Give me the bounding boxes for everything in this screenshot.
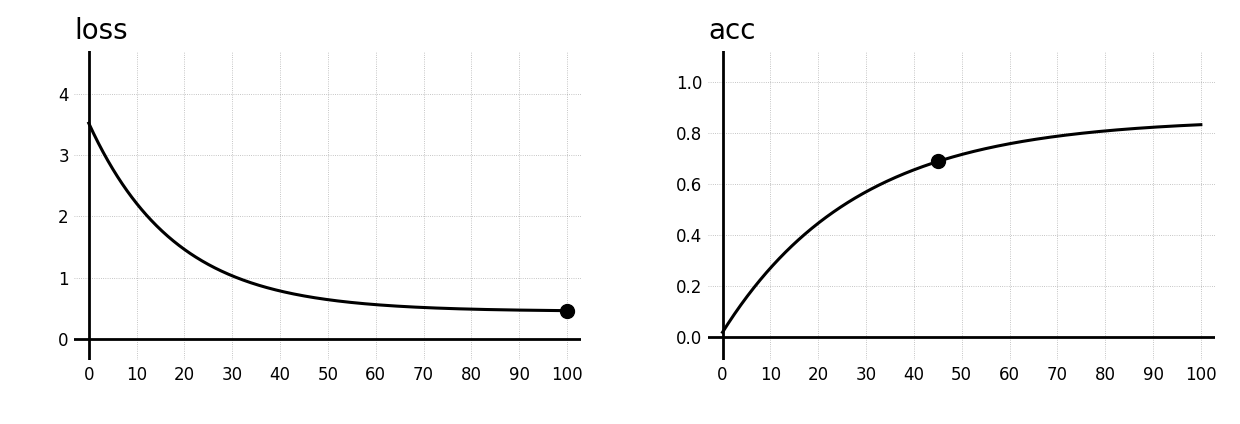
Text: acc: acc — [708, 17, 755, 45]
Text: loss: loss — [74, 17, 128, 45]
Point — [557, 308, 577, 315]
Point — [928, 157, 947, 164]
